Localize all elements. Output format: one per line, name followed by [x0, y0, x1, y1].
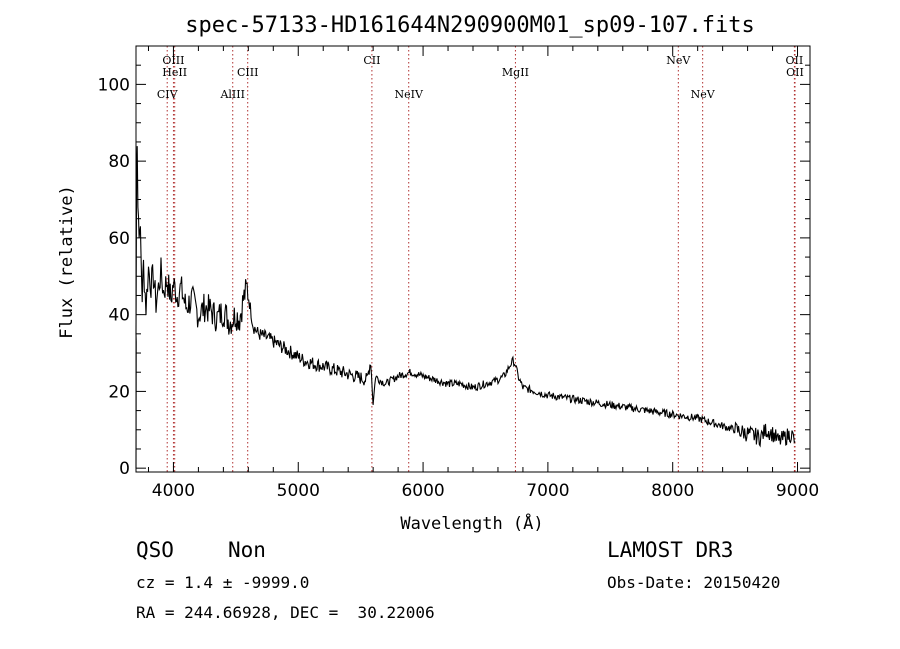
- redshift-cz: cz = 1.4 ± -9999.0: [136, 573, 310, 592]
- survey-name: LAMOST DR3: [607, 538, 734, 562]
- y-tick-label: 40: [108, 306, 130, 326]
- line-label-oii: OII: [786, 66, 804, 79]
- x-tick-label: 7000: [526, 481, 569, 501]
- x-tick-label: 8000: [651, 481, 694, 501]
- object-class: QSO: [136, 538, 174, 562]
- y-tick-label: 100: [98, 75, 130, 95]
- axis-ticks: 4000 5000 6000 7000 8000 9000 0 20 40 60 80 100: [98, 46, 819, 501]
- line-label-oiii: OIII: [162, 54, 184, 67]
- line-label-nev: NeV: [666, 54, 691, 67]
- line-label-nev: NeV: [691, 88, 716, 101]
- x-tick-label: 6000: [401, 481, 444, 501]
- line-label-aliii: AlIII: [219, 88, 245, 101]
- line-label-heii: HeII: [162, 66, 187, 79]
- line-label-oii: OII: [786, 54, 804, 67]
- y-tick-label: 80: [108, 152, 130, 172]
- line-label-mgii: MgII: [502, 66, 529, 79]
- y-axis-label: Flux (relative): [57, 185, 77, 339]
- line-label-ciii: CIII: [237, 66, 258, 79]
- x-tick-label: 5000: [277, 481, 320, 501]
- object-subclass: Non: [228, 538, 266, 562]
- y-tick-label: 20: [108, 382, 130, 402]
- y-tick-label: 60: [108, 229, 130, 249]
- x-axis-label: Wavelength (Å): [400, 512, 543, 534]
- observation-date: Obs-Date: 20150420: [607, 573, 781, 592]
- ra-dec-coordinates: RA = 244.66928, DEC = 30.22006: [136, 603, 435, 622]
- line-label-cii: CII: [363, 54, 380, 67]
- line-label-civ: CIV: [157, 88, 179, 101]
- plot-frame: [135, 45, 811, 473]
- spectrum-line: [135, 146, 796, 469]
- y-tick-label: 0: [119, 459, 130, 479]
- line-label-neiv: NeIV: [395, 88, 424, 101]
- chart-title: spec-57133-HD161644N290900M01_sp09-107.f…: [185, 13, 755, 38]
- x-tick-label: 9000: [776, 481, 819, 501]
- x-tick-label: 4000: [152, 481, 195, 501]
